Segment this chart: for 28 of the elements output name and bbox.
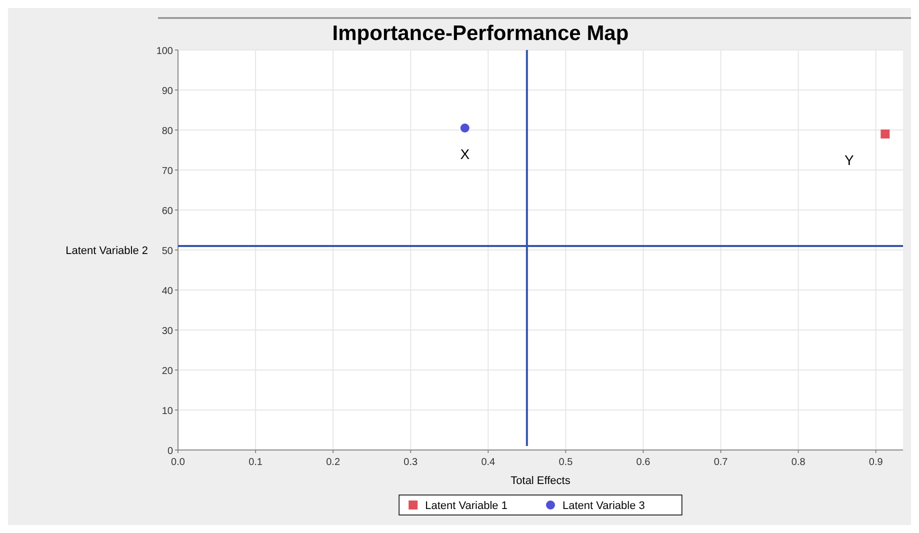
y-tick-label: 80 (162, 126, 174, 137)
y-tick-label: 30 (162, 326, 174, 337)
x-tick-label: 0.7 (714, 457, 728, 468)
chart-title: Importance-Performance Map (332, 22, 629, 45)
y-tick-label: 90 (162, 86, 174, 97)
annotation: Y (844, 152, 854, 168)
y-tick-label: 20 (162, 366, 174, 377)
legend-label: Latent Variable 1 (425, 500, 508, 512)
x-tick-label: 0.0 (171, 457, 186, 468)
x-tick-label: 0.6 (636, 457, 651, 468)
legend-label: Latent Variable 3 (562, 500, 645, 512)
y-tick-label: 40 (162, 286, 174, 297)
x-tick-label: 0.5 (558, 457, 574, 468)
x-axis-title: Total Effects (510, 475, 571, 487)
y-tick-label: 50 (162, 246, 174, 257)
y-axis-title: Latent Variable 2 (66, 245, 148, 257)
y-tick-label: 60 (162, 206, 174, 217)
x-tick-label: 0.3 (404, 457, 418, 468)
y-tick-label: 70 (162, 166, 174, 177)
y-tick-label: 0 (167, 446, 174, 457)
x-tick-label: 0.4 (481, 457, 496, 468)
x-tick-label: 0.2 (326, 457, 340, 468)
x-tick-label: 0.8 (791, 457, 806, 468)
y-tick-label: 100 (156, 46, 174, 57)
x-tick-label: 0.9 (868, 457, 884, 468)
y-tick-label: 10 (162, 406, 174, 417)
x-tick-label: 0.1 (248, 457, 263, 468)
annotation: X (460, 146, 470, 162)
